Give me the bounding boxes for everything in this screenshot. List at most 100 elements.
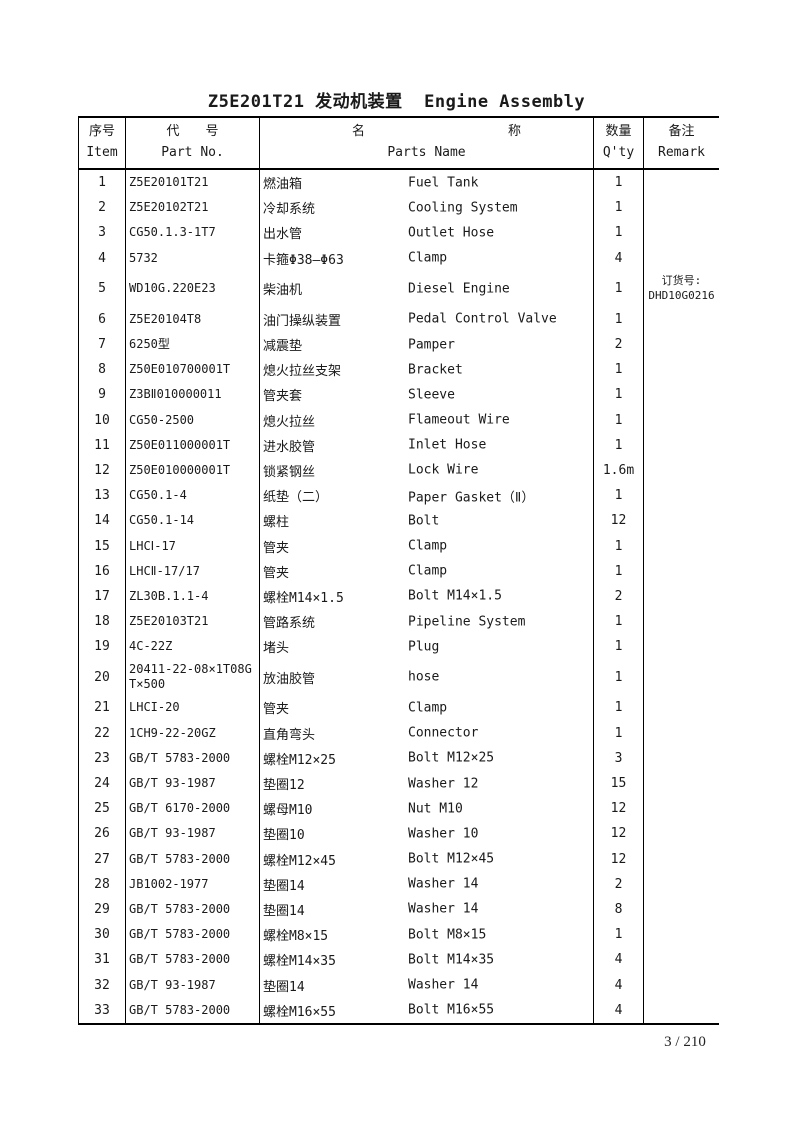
cell-item: 28 (79, 871, 126, 897)
cell-remark (644, 458, 719, 483)
cell-item: 2 (79, 195, 126, 221)
cell-remark (644, 972, 719, 997)
parts-name-cn: 冷却系统 (263, 202, 316, 218)
header-remark-en: Remark (658, 145, 705, 160)
header-part-no-cn: 代 号 (166, 124, 219, 140)
header-item-en: Item (86, 145, 118, 160)
cell-qty: 1 (594, 720, 644, 746)
cell-parts-name: 卡箍Φ38—Φ63 Clamp (260, 245, 594, 271)
table-row: 33 GB/T 5783-2000 螺栓M16×55 Bolt M16×55 4 (79, 997, 719, 1023)
cell-part-no: Z50E011000001T (126, 432, 260, 458)
cell-part-no: Z5E20103T21 (126, 609, 260, 635)
parts-name-cn: 直角弯头 (263, 727, 316, 743)
parts-name-en: Pedal Control Valve (408, 311, 557, 327)
cell-part-no: GB/T 6170-2000 (126, 796, 260, 822)
table-row: 17 ZL30B.1.1-4 螺栓M14×1.5 Bolt M14×1.5 2 (79, 583, 719, 609)
header-qty-cn: 数量 (605, 124, 632, 140)
parts-name-cn: 螺栓M8×15 (263, 929, 329, 945)
parts-name-cn: 管夹 (263, 565, 290, 581)
cell-parts-name: 锁紧钢丝 Lock Wire (260, 457, 594, 484)
cell-item: 18 (79, 609, 126, 635)
cell-item: 4 (79, 245, 126, 271)
parts-name-cn: 管夹套 (263, 389, 303, 405)
cell-item: 23 (79, 745, 126, 771)
cell-item: 10 (79, 407, 126, 433)
parts-name-en: Fuel Tank (408, 175, 479, 191)
table-row: 10 CG50-2500 熄火拉丝 Flameout Wire 1 (79, 407, 719, 433)
parts-name-en: Connector (408, 725, 479, 741)
cell-item: 13 (79, 483, 126, 509)
cell-part-no: 20411-22-08×1T08GT×500 (126, 659, 260, 696)
parts-name-cn: 垫圈14 (263, 878, 305, 894)
cell-parts-name: 直角弯头 Connector (260, 720, 594, 746)
parts-name-en: Washer 14 (408, 901, 479, 917)
cell-parts-name: 螺栓M14×1.5 Bolt M14×1.5 (260, 583, 594, 609)
cell-parts-name: 熄火拉丝支架 Bracket (260, 357, 594, 383)
cell-parts-name: 管夹 Clamp (260, 558, 594, 584)
parts-name-cn: 螺母M10 (263, 803, 313, 819)
parts-name-cn: 减震垫 (263, 339, 303, 355)
parts-name-en: Washer 14 (408, 977, 479, 993)
cell-parts-name: 出水管 Outlet Hose (260, 220, 594, 246)
cell-parts-name: 垫圈10 Washer 10 (260, 821, 594, 847)
cell-item: 20 (79, 659, 126, 696)
cell-qty: 4 (594, 245, 644, 271)
table-row: 7 6250型 减震垫 Pamper 2 (79, 331, 719, 358)
header-remark: 备注 Remark (644, 118, 719, 168)
table-row: 14 CG50.1-14 螺柱 Bolt 12 (79, 508, 719, 534)
cell-remark (644, 998, 719, 1023)
cell-part-no: GB/T 93-1987 (126, 972, 260, 998)
parts-name-cn: 熄火拉丝 (263, 414, 316, 430)
cell-qty: 1 (594, 922, 644, 948)
header-remark-cn: 备注 (668, 124, 695, 140)
cell-qty: 4 (594, 947, 644, 973)
cell-item: 16 (79, 558, 126, 584)
cell-qty: 2 (594, 583, 644, 609)
parts-name-en: Bracket (408, 362, 463, 378)
cell-parts-name: 螺栓M12×25 Bolt M12×25 (260, 745, 594, 771)
parts-name-en: Outlet Hose (408, 225, 495, 241)
table-row: 9 Z3BⅡ010000011 管夹套 Sleeve 1 (79, 382, 719, 408)
parts-name-en: Bolt M14×1.5 (408, 588, 502, 604)
cell-remark (644, 382, 719, 407)
cell-part-no: GB/T 93-1987 (126, 821, 260, 847)
table-row: 20 20411-22-08×1T08GT×500 放油胶管 hose 1 (79, 659, 719, 696)
cell-qty: 1 (594, 220, 644, 246)
cell-part-no: Z50E010000001T (126, 457, 260, 484)
parts-name-en: Inlet Hose (408, 437, 487, 453)
parts-name-cn: 出水管 (263, 227, 303, 243)
cell-remark (644, 357, 719, 382)
cell-part-no: 1CH9-22-20GZ (126, 720, 260, 746)
table-row: 1 Z5E20101T21 燃油箱 Fuel Tank 1 (79, 170, 719, 196)
parts-name-cn: 管夹 (263, 540, 290, 556)
cell-parts-name: 油门操纵装置 Pedal Control Valve (260, 306, 594, 332)
parts-name-en: Bolt M16×55 (408, 1002, 495, 1018)
cell-qty: 1 (594, 195, 644, 221)
parts-name-en: Bolt M12×45 (408, 851, 495, 867)
cell-parts-name: 柴油机 Diesel Engine (260, 270, 594, 307)
table-body: 1 Z5E20101T21 燃油箱 Fuel Tank 1 2 Z5E20102T21 冷却系… (79, 170, 719, 1023)
cell-remark (644, 408, 719, 433)
cell-item: 26 (79, 821, 126, 847)
cell-remark (644, 947, 719, 972)
cell-parts-name: 螺栓M16×55 Bolt M16×55 (260, 997, 594, 1023)
cell-parts-name: 放油胶管 hose (260, 659, 594, 696)
cell-parts-name: 冷却系统 Cooling System (260, 195, 594, 221)
parts-name-cn: 熄火拉丝支架 (263, 364, 342, 380)
cell-item: 31 (79, 947, 126, 973)
cell-qty: 12 (594, 821, 644, 847)
cell-qty: 1 (594, 609, 644, 635)
cell-qty: 1 (594, 432, 644, 458)
parts-name-cn: 柴油机 (263, 283, 303, 299)
table-row: 32 GB/T 93-1987 垫圈14 Washer 14 4 (79, 972, 719, 998)
table-row: 13 CG50.1-4 纸垫（二） Paper Gasket（Ⅱ） 1 (79, 483, 719, 509)
cell-qty: 12 (594, 508, 644, 534)
parts-name-en: Lock Wire (408, 462, 479, 478)
cell-qty: 8 (594, 896, 644, 923)
table-row: 16 LHCⅡ-17/17 管夹 Clamp 1 (79, 558, 719, 584)
cell-qty: 1 (594, 270, 644, 307)
cell-parts-name: 螺栓M8×15 Bolt M8×15 (260, 922, 594, 948)
parts-name-cn: 垫圈14 (263, 979, 305, 995)
cell-item: 6 (79, 306, 126, 332)
